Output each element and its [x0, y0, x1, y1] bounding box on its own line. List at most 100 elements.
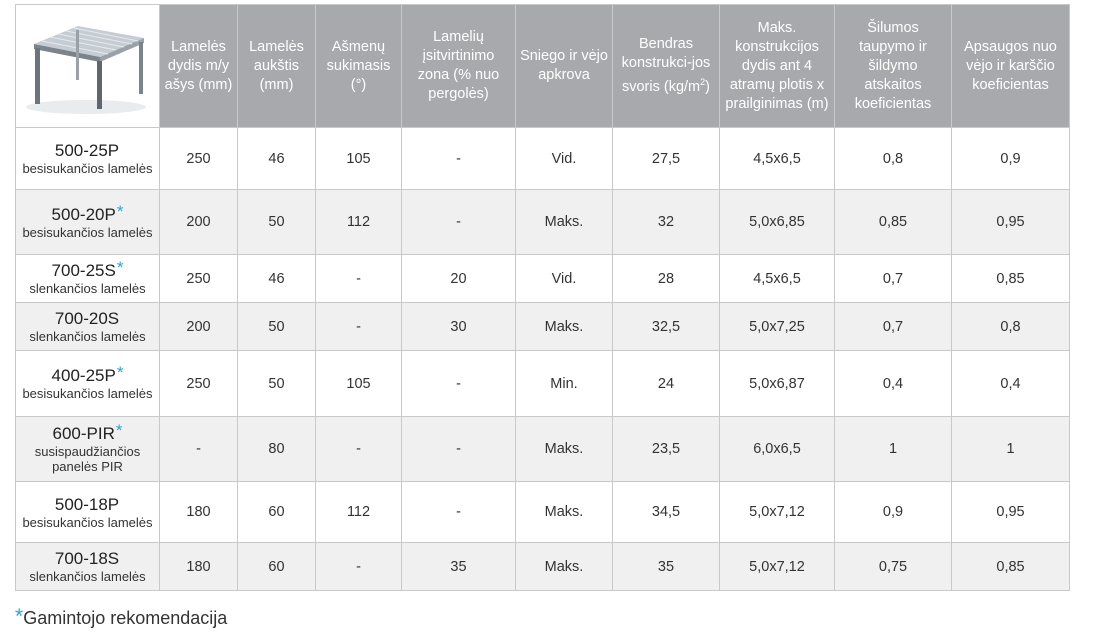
model-code: 500-25P	[54, 141, 120, 160]
table-cell: 112	[315, 189, 402, 255]
table-cell: -	[401, 189, 516, 255]
table-cell: Vid.	[515, 127, 613, 190]
table-cell: 4,5x6,5	[719, 254, 835, 303]
col-header-6: Bendras konstrukci-jos svoris (kg/m2)	[612, 4, 720, 128]
table-cell: 250	[159, 254, 238, 303]
table-cell: 35	[612, 542, 720, 591]
model-cell: 500-18P besisukančios lamelės	[15, 481, 160, 543]
model-description: besisukančios lamelės	[22, 386, 153, 401]
recommended-star: *	[116, 201, 124, 221]
table-cell: 0,75	[834, 542, 952, 591]
table-cell: 0,85	[951, 254, 1070, 303]
model-description: slenkančios lamelės	[29, 281, 146, 296]
model-cell: 700-25S* slenkančios lamelės	[15, 254, 160, 303]
model-code: 600-PIR	[52, 424, 115, 443]
table-cell: 0,4	[951, 350, 1070, 417]
table-cell: Vid.	[515, 254, 613, 303]
table-cell: Maks.	[515, 302, 613, 351]
table-cell: 46	[237, 254, 316, 303]
model-description: besisukančios lamelės	[22, 224, 153, 240]
col-header-8: Šilumos taupymo ir šildymo atskaitos koe…	[834, 4, 952, 128]
recommended-star: *	[115, 421, 123, 440]
col-header-4: Lamelių įsitvirtinimo zona (% nuo pergol…	[401, 4, 516, 128]
table-cell: 1	[951, 416, 1070, 482]
table-cell: 112	[315, 481, 402, 543]
table-cell: 34,5	[612, 481, 720, 543]
table-cell: 6,0x6,5	[719, 416, 835, 482]
table-cell: 24	[612, 350, 720, 417]
table-cell: 0,9	[951, 127, 1070, 190]
table-cell: 46	[237, 127, 316, 190]
table-cell: 35	[401, 542, 516, 591]
table-row: 600-PIR* susispaudžiančios panelės PIR -80…	[15, 416, 1070, 482]
table-cell: 5,0x6,87	[719, 350, 835, 417]
col-header-9: Apsaugos nuo vėjo ir karščio koeficienta…	[951, 4, 1070, 128]
table-body: 500-25P besisukančios lamelės 250 46 105- Vid…	[15, 127, 1070, 591]
table-cell: 250	[159, 350, 238, 417]
model-cell: 500-20P* besisukančios lamelės	[15, 189, 160, 255]
table-cell: 5,0x7,12	[719, 481, 835, 543]
table-cell: -	[315, 302, 402, 351]
col-header-2: Lamelės aukštis (mm)	[237, 4, 316, 128]
model-description: besisukančios lamelės	[22, 514, 153, 530]
table-cell: 60	[237, 542, 316, 591]
table-cell: 20	[401, 254, 516, 303]
table-row: 700-25S* slenkančios lamelės 250 46-20 Vid. 2…	[15, 254, 1070, 303]
model-cell: 700-20S slenkančios lamelės	[15, 302, 160, 351]
pergola-illustration-cell	[15, 4, 160, 128]
col-header-5: Sniego ir vėjo apkrova	[515, 4, 613, 128]
model-cell: 400-25P* besisukančios lamelės	[15, 350, 160, 417]
model-cell: 600-PIR* susispaudžiančios panelės PIR	[15, 416, 160, 482]
table-cell: -	[315, 254, 402, 303]
table-cell: 4,5x6,5	[719, 127, 835, 190]
model-code: 500-20P	[51, 204, 116, 224]
spec-table: Lamelės dydis m/y ašys (mm) Lamelės aukš…	[15, 4, 1070, 591]
table-cell: -	[401, 127, 516, 190]
table-cell: 200	[159, 189, 238, 255]
table-cell: -	[315, 416, 402, 482]
model-code: 500-18P	[54, 494, 120, 514]
table-row: 700-18S slenkančios lamelės 180 60-35 Maks. 3…	[15, 542, 1070, 591]
table-cell: Maks.	[515, 481, 613, 543]
table-row: 700-20S slenkančios lamelės 200 50-30 Maks. 3…	[15, 302, 1070, 351]
table-cell: -	[401, 481, 516, 543]
table-cell: 105	[315, 127, 402, 190]
footnote-star: *	[15, 605, 24, 628]
table-cell: 0,95	[951, 189, 1070, 255]
table-cell: -	[401, 416, 516, 482]
model-cell: 500-25P besisukančios lamelės	[15, 127, 160, 190]
table-cell: -	[159, 416, 238, 482]
table-cell: 60	[237, 481, 316, 543]
table-row: 400-25P* besisukančios lamelės 250 50 105- Mi…	[15, 350, 1070, 417]
table-cell: 180	[159, 481, 238, 543]
table-cell: 80	[237, 416, 316, 482]
model-description: slenkančios lamelės	[29, 569, 146, 584]
table-cell: 200	[159, 302, 238, 351]
pergola-illustration-icon	[25, 26, 146, 114]
table-cell: 0,7	[834, 254, 952, 303]
model-code: 700-25S	[51, 261, 116, 280]
model-description: besisukančios lamelės	[22, 161, 153, 176]
table-cell: 1	[834, 416, 952, 482]
table-cell: 5,0x7,12	[719, 542, 835, 591]
model-description: susispaudžiančios panelės PIR	[34, 444, 141, 474]
table-cell: 28	[612, 254, 720, 303]
table-cell: 0,9	[834, 481, 952, 543]
header-row: Lamelės dydis m/y ašys (mm) Lamelės aukš…	[15, 4, 1070, 128]
table-cell: 0,85	[834, 189, 952, 255]
table-cell: Maks.	[515, 542, 613, 591]
table-cell: 250	[159, 127, 238, 190]
table-row: 500-18P besisukančios lamelės 180 60 112- Mak…	[15, 481, 1070, 543]
model-code: 400-25P	[51, 366, 116, 385]
table-cell: 180	[159, 542, 238, 591]
footnote: *Gamintojo rekomendacija	[15, 605, 227, 629]
table-cell: 105	[315, 350, 402, 417]
model-cell: 700-18S slenkančios lamelės	[15, 542, 160, 591]
table-cell: 32	[612, 189, 720, 255]
table-cell: -	[315, 542, 402, 591]
table-cell: 50	[237, 302, 316, 351]
table-cell: 0,8	[951, 302, 1070, 351]
table-row: 500-25P besisukančios lamelės 250 46 105- Vid…	[15, 127, 1070, 190]
table-row: 500-20P* besisukančios lamelės 200 50 112- Ma…	[15, 189, 1070, 255]
table-cell: 5,0x7,25	[719, 302, 835, 351]
